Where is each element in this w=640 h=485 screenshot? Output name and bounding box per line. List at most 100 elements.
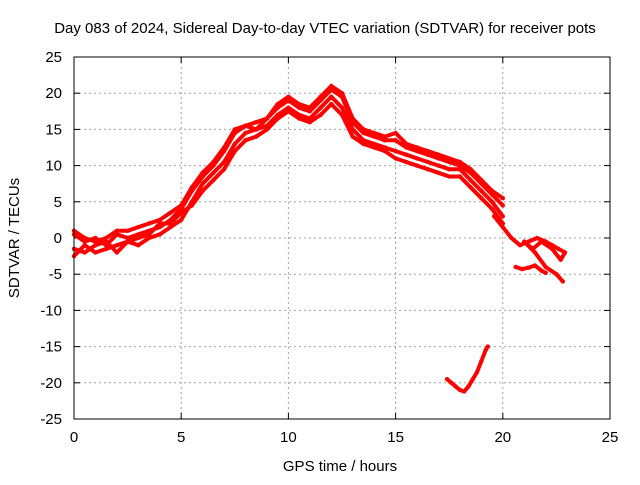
data-point xyxy=(189,185,195,190)
data-points xyxy=(71,83,568,394)
data-point xyxy=(146,235,152,241)
data-point xyxy=(146,221,152,226)
data-point xyxy=(318,94,323,100)
data-point xyxy=(539,239,544,244)
data-point xyxy=(372,134,377,139)
data-point xyxy=(296,101,302,107)
data-point xyxy=(200,170,205,175)
data-point xyxy=(125,228,130,233)
y-tick-label: 0 xyxy=(54,230,62,247)
data-point xyxy=(382,134,388,139)
data-point xyxy=(489,206,495,212)
data-point xyxy=(492,214,497,219)
data-point xyxy=(168,221,173,226)
data-point xyxy=(517,243,523,248)
data-point xyxy=(93,250,98,255)
data-point xyxy=(414,148,420,154)
data-point xyxy=(211,170,216,175)
chart-title: Day 083 of 2024, Sidereal Day-to-day VTE… xyxy=(54,20,596,37)
data-point xyxy=(221,145,227,150)
data-point xyxy=(549,246,555,252)
data-point xyxy=(104,239,109,244)
data-point xyxy=(436,163,441,168)
data-point xyxy=(189,203,195,208)
data-point xyxy=(114,228,120,233)
data-point xyxy=(500,224,505,230)
y-tick-label: -25 xyxy=(40,411,62,428)
data-point xyxy=(114,243,120,248)
data-point xyxy=(404,145,409,150)
data-point xyxy=(513,264,518,270)
data-point xyxy=(436,156,441,161)
y-tick-label: 15 xyxy=(45,121,62,138)
data-point xyxy=(479,177,484,183)
data-point xyxy=(526,265,531,270)
data-point xyxy=(382,148,388,154)
data-point xyxy=(425,159,430,165)
data-point xyxy=(296,116,302,121)
data-point xyxy=(483,348,488,353)
data-point xyxy=(136,232,141,237)
data-point xyxy=(532,250,538,255)
data-point xyxy=(556,246,561,252)
grid-lines xyxy=(74,57,610,419)
data-point xyxy=(339,112,345,118)
data-point xyxy=(562,250,568,255)
data-point xyxy=(500,214,505,219)
data-point xyxy=(479,196,484,201)
data-point xyxy=(82,239,87,244)
data-point xyxy=(466,384,471,389)
data-point xyxy=(296,105,302,110)
data-point xyxy=(414,156,420,161)
data-point xyxy=(275,116,280,121)
data-point xyxy=(339,91,345,96)
y-tick-label: -10 xyxy=(40,302,62,319)
data-point xyxy=(447,174,452,179)
data-point xyxy=(307,105,312,110)
data-point xyxy=(462,389,467,394)
data-point xyxy=(509,235,514,241)
data-point xyxy=(372,145,377,150)
data-point xyxy=(489,188,495,194)
data-point xyxy=(457,174,463,179)
y-tick-label: -5 xyxy=(49,266,62,283)
x-axis-label: GPS time / hours xyxy=(283,458,397,475)
data-point xyxy=(232,127,237,132)
data-point xyxy=(449,380,454,385)
data-point xyxy=(425,152,430,157)
plot-frame xyxy=(73,56,611,420)
data-point xyxy=(125,239,130,244)
data-point xyxy=(436,152,441,157)
data-point xyxy=(543,270,548,275)
data-point xyxy=(350,116,355,121)
data-point xyxy=(82,235,87,241)
data-point xyxy=(211,159,216,165)
data-point xyxy=(157,232,162,237)
data-point xyxy=(329,83,334,89)
data-point xyxy=(532,263,538,268)
y-tick-label: 25 xyxy=(45,49,62,66)
data-point xyxy=(82,243,87,248)
data-point xyxy=(136,224,141,230)
data-point xyxy=(560,279,565,284)
data-point xyxy=(93,239,98,244)
data-point xyxy=(264,116,270,121)
data-point xyxy=(361,130,366,136)
y-tick-label: 20 xyxy=(45,85,62,102)
data-point xyxy=(453,384,458,389)
data-point xyxy=(221,159,227,165)
data-point xyxy=(393,130,398,136)
data-point xyxy=(146,232,152,237)
data-point xyxy=(211,177,216,183)
data-point xyxy=(243,130,248,136)
data-point xyxy=(361,127,366,132)
data-point xyxy=(136,235,141,241)
y-tick-label: 5 xyxy=(54,194,62,211)
data-point xyxy=(93,235,98,241)
x-tick-label: 0 xyxy=(70,429,78,446)
data-point xyxy=(543,264,548,270)
x-tick-label: 5 xyxy=(177,429,185,446)
data-point xyxy=(104,235,109,241)
data-point xyxy=(372,141,377,147)
